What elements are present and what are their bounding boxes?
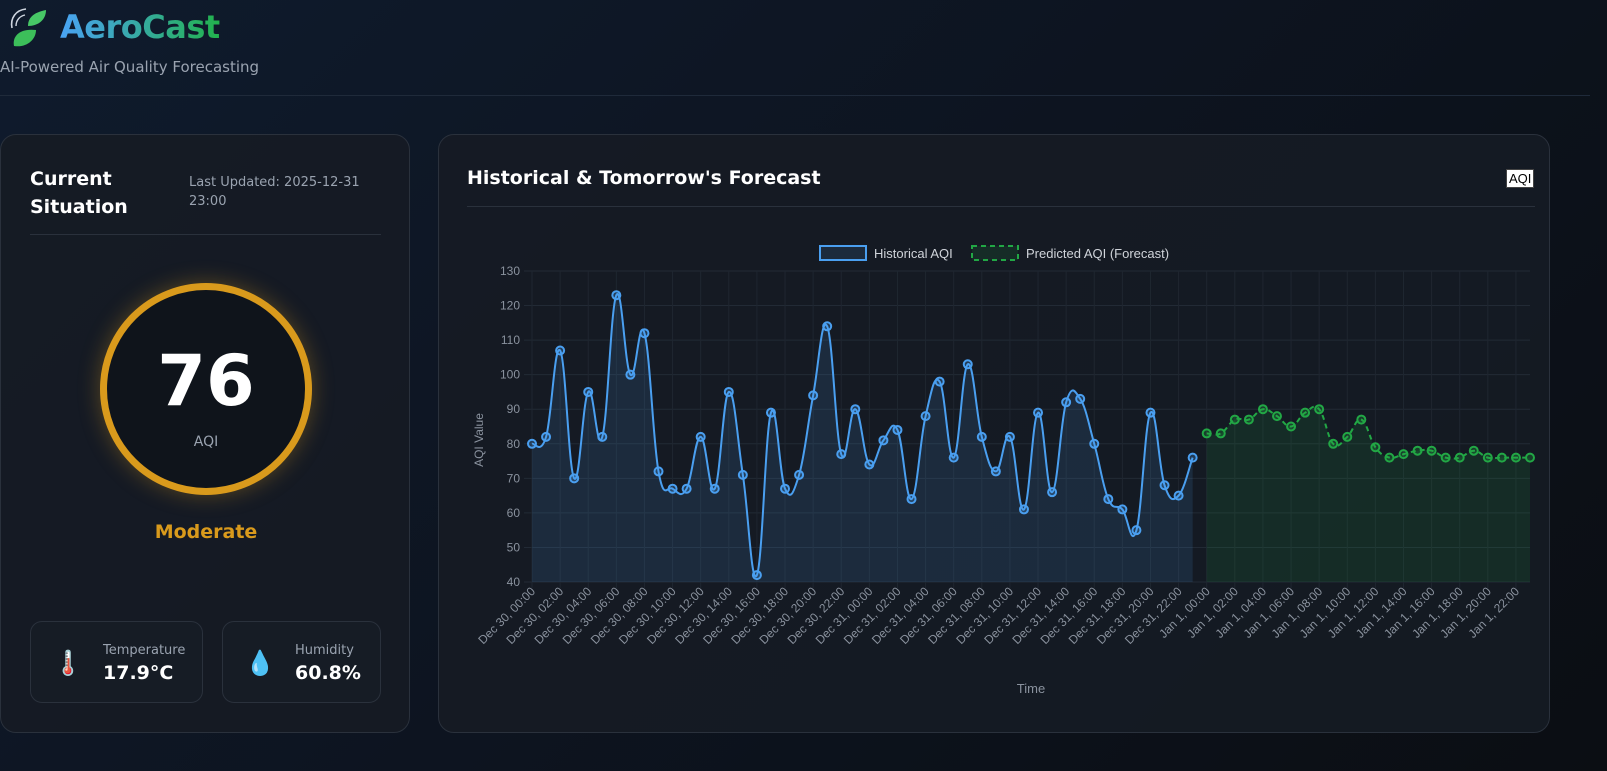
temperature-stat: 🌡️ Temperature 17.9°C: [30, 621, 203, 703]
aqi-value: 76: [157, 340, 255, 422]
current-title: Current Situation: [30, 168, 128, 218]
leaf-logo-icon: [10, 8, 46, 47]
aqi-gauge: 76 AQI: [100, 283, 312, 495]
chart-divider: [467, 206, 1535, 207]
app-title: AeroCast: [60, 8, 220, 46]
header-divider: [0, 95, 1590, 96]
thermometer-icon: 🌡️: [53, 649, 83, 677]
metric-toggle-button[interactable]: AQI: [1506, 169, 1535, 188]
stat-label: Temperature: [103, 643, 186, 658]
aqi-status: Moderate: [154, 521, 258, 543]
aqi-unit: AQI: [193, 434, 219, 450]
last-updated: Last Updated: 2025-12-31 23:00: [189, 175, 360, 209]
droplet-icon: 💧: [245, 649, 275, 677]
stat-value: 17.9°C: [103, 662, 174, 684]
card-divider: [30, 234, 381, 235]
app-subtitle: AI-Powered Air Quality Forecasting: [0, 58, 260, 76]
current-situation-card: Current Situation Last Updated: 2025-12-…: [0, 134, 410, 733]
stat-label: Humidity: [295, 643, 354, 658]
chart-title: Historical & Tomorrow's Forecast: [467, 167, 821, 189]
forecast-chart-card: Historical & Tomorrow's Forecast AQI: [438, 134, 1550, 733]
stat-value: 60.8%: [295, 662, 361, 684]
humidity-stat: 💧 Humidity 60.8%: [222, 621, 381, 703]
